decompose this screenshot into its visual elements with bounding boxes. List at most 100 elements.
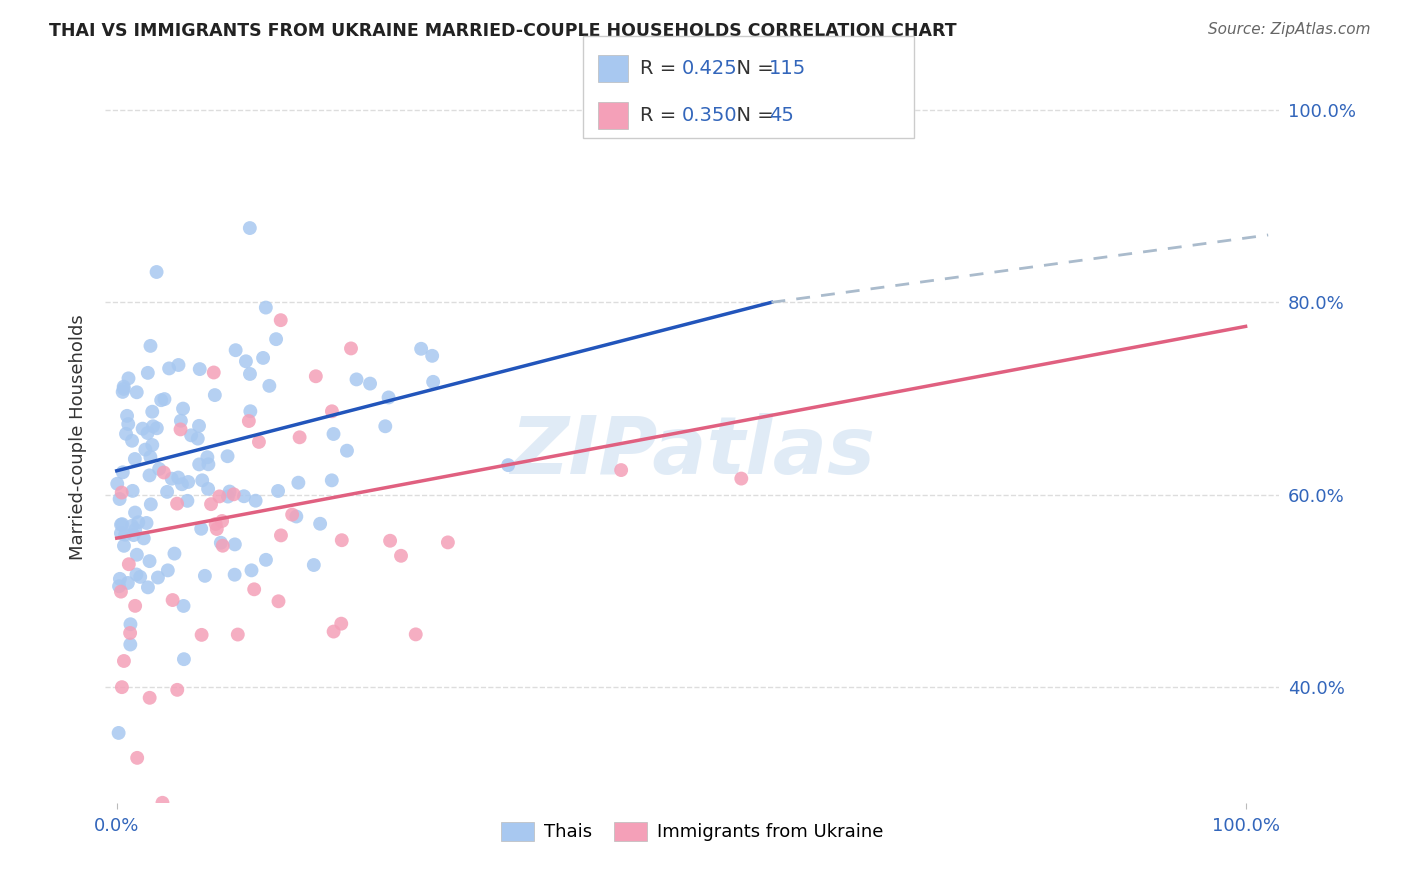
- Point: [197, 457, 219, 471]
- Point: [148, 462, 170, 476]
- Point: [195, 450, 218, 465]
- Point: [247, 434, 270, 449]
- Point: [112, 539, 135, 553]
- Point: [190, 628, 212, 642]
- Point: [115, 409, 138, 423]
- Point: [139, 497, 162, 511]
- Point: [322, 624, 344, 639]
- Point: [252, 351, 274, 365]
- Point: [169, 422, 191, 436]
- Text: 45: 45: [769, 106, 794, 125]
- Point: [411, 342, 433, 356]
- Text: R =: R =: [640, 59, 682, 78]
- Point: [322, 427, 344, 442]
- Point: [162, 593, 184, 607]
- Point: [121, 483, 143, 498]
- Point: [188, 362, 211, 376]
- Point: [254, 301, 277, 315]
- Point: [111, 680, 134, 694]
- Point: [145, 265, 167, 279]
- Point: [111, 485, 134, 500]
- Point: [239, 367, 262, 381]
- Text: 0.425: 0.425: [682, 59, 738, 78]
- Point: [163, 547, 186, 561]
- Point: [224, 567, 246, 582]
- Point: [321, 404, 343, 418]
- Point: [309, 516, 332, 531]
- Point: [204, 388, 226, 402]
- Point: [138, 690, 160, 705]
- Point: [136, 580, 159, 594]
- Point: [194, 569, 217, 583]
- Point: [111, 384, 134, 399]
- Point: [180, 428, 202, 442]
- Point: [152, 796, 174, 810]
- Point: [108, 579, 131, 593]
- Point: [204, 516, 226, 531]
- Point: [187, 432, 209, 446]
- Point: [170, 477, 193, 491]
- Point: [177, 475, 200, 489]
- Point: [124, 599, 146, 613]
- Point: [157, 361, 180, 376]
- Point: [259, 379, 281, 393]
- Point: [226, 627, 249, 641]
- Point: [146, 421, 169, 435]
- Point: [610, 463, 633, 477]
- Point: [496, 458, 519, 472]
- Point: [270, 528, 292, 542]
- Point: [730, 472, 752, 486]
- Point: [132, 532, 155, 546]
- Point: [107, 726, 129, 740]
- Point: [124, 523, 146, 537]
- Point: [239, 404, 262, 418]
- Point: [135, 516, 157, 530]
- Point: [118, 558, 141, 572]
- Point: [340, 342, 363, 356]
- Point: [139, 339, 162, 353]
- Point: [202, 366, 225, 380]
- Point: [197, 482, 219, 496]
- Point: [127, 516, 149, 530]
- Point: [146, 570, 169, 584]
- Point: [110, 584, 132, 599]
- Point: [173, 599, 195, 613]
- Point: [281, 508, 304, 522]
- Point: [389, 549, 412, 563]
- Point: [245, 493, 267, 508]
- Point: [105, 476, 128, 491]
- Point: [108, 491, 131, 506]
- Point: [121, 519, 143, 533]
- Point: [188, 418, 211, 433]
- Point: [117, 417, 139, 431]
- Text: 115: 115: [769, 59, 806, 78]
- Point: [138, 554, 160, 568]
- Point: [110, 526, 132, 541]
- Point: [125, 385, 148, 400]
- Point: [374, 419, 396, 434]
- Point: [108, 572, 131, 586]
- Point: [167, 358, 190, 372]
- Point: [287, 475, 309, 490]
- Point: [218, 484, 240, 499]
- Text: R =: R =: [640, 106, 682, 125]
- Point: [120, 638, 142, 652]
- Point: [141, 438, 163, 452]
- Point: [211, 539, 233, 553]
- Point: [117, 371, 139, 385]
- Point: [131, 422, 153, 436]
- Point: [209, 535, 232, 549]
- Point: [127, 751, 149, 765]
- Point: [110, 517, 132, 532]
- Point: [188, 458, 211, 472]
- Point: [141, 405, 163, 419]
- Point: [239, 221, 262, 235]
- Point: [136, 366, 159, 380]
- Point: [117, 576, 139, 591]
- Point: [437, 535, 460, 549]
- Point: [172, 401, 194, 416]
- Point: [200, 497, 222, 511]
- Point: [321, 473, 343, 487]
- Point: [138, 468, 160, 483]
- Point: [267, 483, 290, 498]
